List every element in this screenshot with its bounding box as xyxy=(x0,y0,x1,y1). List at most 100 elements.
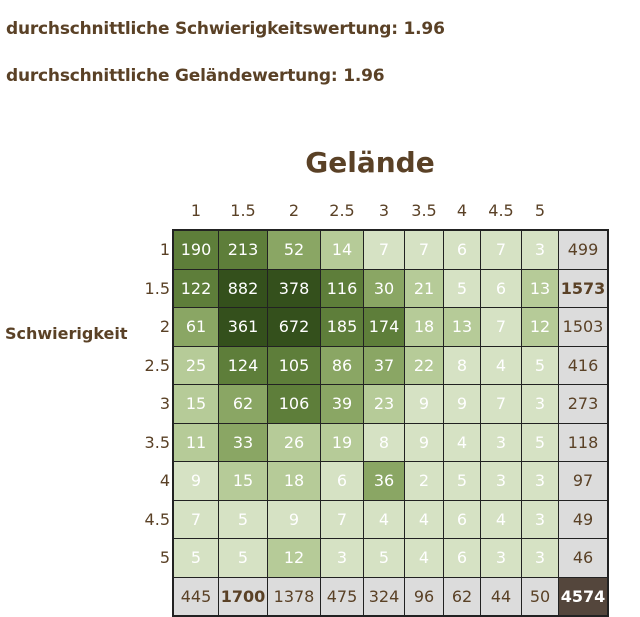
difficulty-terrain-matrix: 190 213 52 14 7 7 6 7 3 499 122 882 378 116 30 21 5 6 13 15… xyxy=(172,229,609,617)
matrix-cell: 18 xyxy=(268,462,320,500)
grand-total-cell: 4574 xyxy=(559,577,607,615)
matrix-cell: 26 xyxy=(268,423,320,461)
matrix-cell: 30 xyxy=(364,269,404,307)
matrix-cell: 185 xyxy=(321,308,363,346)
matrix-cell: 7 xyxy=(405,231,443,269)
matrix-cell: 3 xyxy=(481,462,521,500)
matrix-cell: 7 xyxy=(364,231,404,269)
matrix-cell: 3 xyxy=(321,539,363,577)
column-total-cell: 44 xyxy=(481,577,521,615)
matrix-cell: 4 xyxy=(405,500,443,538)
row-header: 4 xyxy=(159,471,170,490)
matrix-cell: 6 xyxy=(444,500,480,538)
average-difficulty-rating: durchschnittliche Schwierigkeitswertung:… xyxy=(6,19,445,39)
matrix-cell: 12 xyxy=(268,539,320,577)
matrix-cell: 18 xyxy=(405,308,443,346)
matrix-cell: 33 xyxy=(219,423,267,461)
matrix-cell: 5 xyxy=(444,462,480,500)
row-total-cell: 118 xyxy=(559,423,607,461)
matrix-cell: 6 xyxy=(444,539,480,577)
matrix-cell: 5 xyxy=(364,539,404,577)
matrix-cell: 13 xyxy=(522,269,558,307)
column-total-cell: 96 xyxy=(405,577,443,615)
matrix-cell: 12 xyxy=(522,308,558,346)
row-header: 4.5 xyxy=(144,509,170,529)
matrix-cell: 15 xyxy=(219,462,267,500)
matrix-cell: 3 xyxy=(522,539,558,577)
column-total-cell: 1700 xyxy=(219,577,267,615)
matrix-cell: 116 xyxy=(321,269,363,307)
column-header: 4.5 xyxy=(488,201,514,220)
matrix-cell: 86 xyxy=(321,346,363,384)
matrix-cell: 3 xyxy=(522,500,558,538)
matrix-cell: 15 xyxy=(174,385,218,423)
row-total-cell: 97 xyxy=(559,462,607,500)
matrix-cell: 36 xyxy=(364,462,404,500)
matrix-cell: 61 xyxy=(174,308,218,346)
row-header: 1.5 xyxy=(144,278,170,298)
matrix-cell: 5 xyxy=(522,423,558,461)
average-terrain-rating: durchschnittliche Geländewertung: 1.96 xyxy=(6,66,385,86)
matrix-cell: 106 xyxy=(268,385,320,423)
matrix-cell: 8 xyxy=(444,346,480,384)
matrix-cell: 105 xyxy=(268,346,320,384)
matrix-cell: 13 xyxy=(444,308,480,346)
matrix-cell: 3 xyxy=(522,231,558,269)
matrix-cell: 9 xyxy=(174,462,218,500)
matrix-cell: 3 xyxy=(481,539,521,577)
column-header: 1.5 xyxy=(230,201,256,220)
matrix-cell: 6 xyxy=(481,269,521,307)
matrix-cell: 9 xyxy=(268,500,320,538)
matrix-cell: 7 xyxy=(174,500,218,538)
column-header: 3 xyxy=(378,201,390,220)
column-total-cell: 62 xyxy=(444,577,480,615)
matrix-cell: 4 xyxy=(481,346,521,384)
matrix-cell: 5 xyxy=(444,269,480,307)
column-total-cell: 475 xyxy=(321,577,363,615)
matrix-cell: 190 xyxy=(174,231,218,269)
matrix-cell: 3 xyxy=(481,423,521,461)
matrix-cell: 5 xyxy=(219,500,267,538)
row-header: 2 xyxy=(159,317,170,336)
row-header: 3 xyxy=(159,394,170,413)
matrix-cell: 8 xyxy=(364,423,404,461)
matrix-cell: 7 xyxy=(481,308,521,346)
matrix-cell: 882 xyxy=(219,269,267,307)
matrix-cell: 3 xyxy=(522,385,558,423)
row-total-cell: 499 xyxy=(559,231,607,269)
matrix-cell: 361 xyxy=(219,308,267,346)
matrix-cell: 9 xyxy=(444,385,480,423)
matrix-cell: 7 xyxy=(321,500,363,538)
matrix-cell: 213 xyxy=(219,231,267,269)
matrix-cell: 4 xyxy=(405,539,443,577)
matrix-cell: 174 xyxy=(364,308,404,346)
matrix-cell: 14 xyxy=(321,231,363,269)
row-header: 3.5 xyxy=(144,432,170,452)
row-header: 5 xyxy=(159,548,170,567)
matrix-cell: 124 xyxy=(219,346,267,384)
row-header: 2.5 xyxy=(144,355,170,375)
matrix-cell: 9 xyxy=(405,385,443,423)
matrix-cell: 6 xyxy=(321,462,363,500)
column-header: 2.5 xyxy=(329,201,355,220)
matrix-title: Gelände xyxy=(305,146,435,179)
matrix-cell: 25 xyxy=(174,346,218,384)
row-total-cell: 1503 xyxy=(559,308,607,346)
column-total-cell: 1378 xyxy=(268,577,320,615)
row-total-cell: 416 xyxy=(559,346,607,384)
matrix-cell: 52 xyxy=(268,231,320,269)
matrix-cell: 62 xyxy=(219,385,267,423)
row-header: 1 xyxy=(159,240,170,259)
row-total-cell: 1573 xyxy=(559,269,607,307)
matrix-cell: 4 xyxy=(364,500,404,538)
column-header: 4 xyxy=(456,201,468,220)
matrix-cell: 378 xyxy=(268,269,320,307)
matrix-cell: 37 xyxy=(364,346,404,384)
matrix-cell: 4 xyxy=(481,500,521,538)
matrix-cell: 7 xyxy=(481,231,521,269)
column-total-cell: 324 xyxy=(364,577,404,615)
column-header: 5 xyxy=(534,201,546,220)
column-total-cell: 445 xyxy=(174,577,218,615)
column-header: 1 xyxy=(190,201,202,220)
row-total-cell: 49 xyxy=(559,500,607,538)
